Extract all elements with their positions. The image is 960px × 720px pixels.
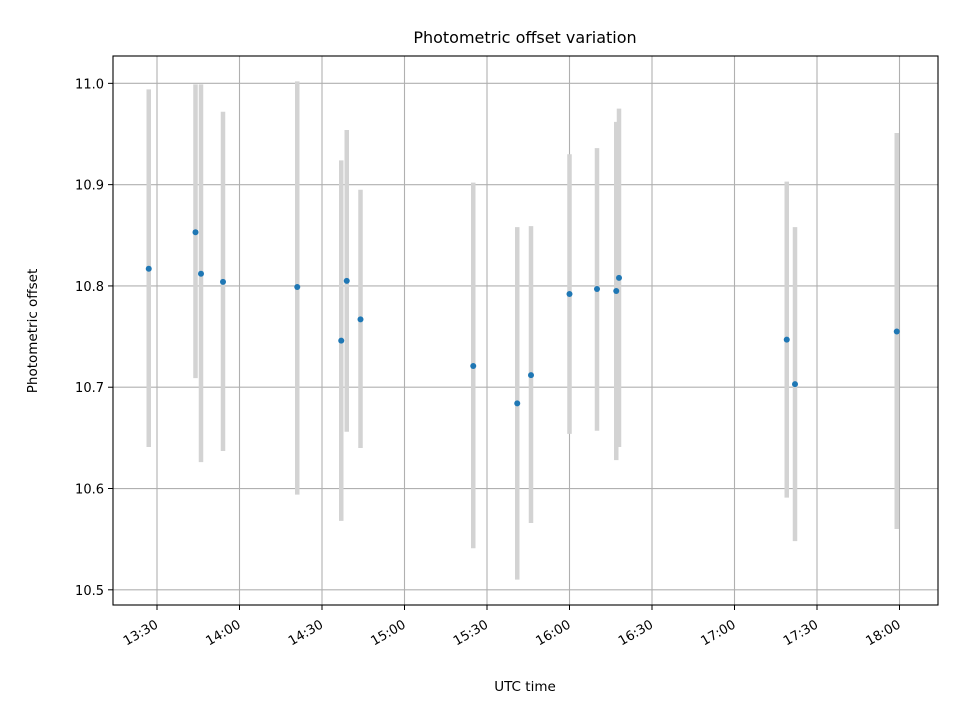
x-tick-label: 14:00 <box>204 617 244 649</box>
x-tick-label: 18:00 <box>864 617 904 649</box>
data-point <box>514 400 521 407</box>
y-tick-label: 10.5 <box>75 584 104 599</box>
y-axis-ticks: 10.5 10.6 10.7 10.8 10.9 11.0 <box>75 77 113 599</box>
data-point <box>198 270 204 277</box>
grid-layer <box>113 56 938 605</box>
chart-title: Photometric offset variation <box>413 28 636 47</box>
data-point <box>357 316 364 323</box>
y-tick-label: 11.0 <box>75 77 104 92</box>
data-point <box>616 274 622 281</box>
x-tick-label: 15:00 <box>369 617 409 649</box>
y-tick-label: 10.9 <box>75 179 104 194</box>
x-tick-label: 17:00 <box>699 617 739 649</box>
y-axis-label: Photometric offset <box>25 269 41 393</box>
x-axis-label: UTC time <box>494 679 556 695</box>
data-point <box>594 285 600 292</box>
data-point <box>343 277 350 284</box>
data-point <box>528 372 534 379</box>
data-point-layer <box>145 229 900 407</box>
x-tick-label: 13:30 <box>121 617 161 649</box>
plot-frame <box>112 55 939 606</box>
data-point <box>294 283 301 290</box>
x-tick-label: 16:30 <box>616 617 656 649</box>
data-point <box>613 287 620 294</box>
data-point <box>220 278 226 285</box>
x-tick-label: 17:30 <box>781 617 821 649</box>
x-tick-label: 15:30 <box>451 617 491 649</box>
data-point <box>192 229 199 236</box>
y-tick-label: 10.7 <box>75 381 104 396</box>
y-tick-label: 10.6 <box>75 483 104 498</box>
x-tick-label: 16:00 <box>534 617 574 649</box>
data-point <box>470 362 477 369</box>
x-axis-ticks: 13:30 14:00 14:30 15:00 15:30 16:00 16:30 17:00… <box>121 605 904 649</box>
data-point <box>338 337 345 344</box>
data-point <box>566 291 573 298</box>
data-point <box>893 328 900 335</box>
error-bar-layer <box>146 81 899 580</box>
data-point <box>792 381 798 388</box>
y-tick-label: 10.8 <box>75 280 104 295</box>
data-point <box>145 265 152 272</box>
x-tick-label: 14:30 <box>286 617 326 649</box>
data-point <box>783 336 790 343</box>
